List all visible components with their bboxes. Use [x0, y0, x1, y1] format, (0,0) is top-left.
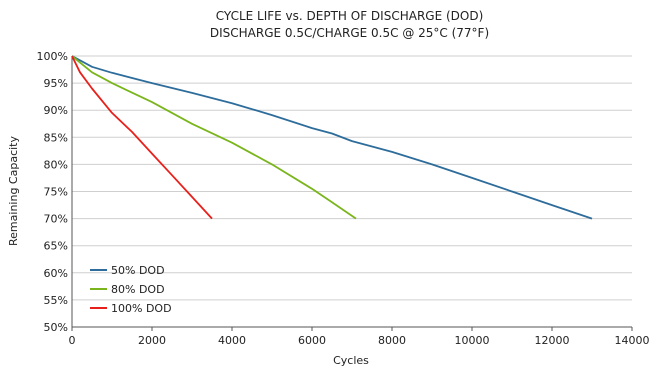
- y-tick-label: 90%: [44, 104, 68, 117]
- legend-label: 50% DOD: [111, 264, 165, 277]
- x-axis-label: Cycles: [333, 354, 369, 367]
- chart-subtitle: DISCHARGE 0.5C/CHARGE 0.5C @ 25°C (77°F): [209, 26, 490, 40]
- x-tick-label: 6000: [298, 334, 326, 347]
- chart-title: CYCLE LIFE vs. DEPTH OF DISCHARGE (DOD): [215, 9, 484, 23]
- x-tick-label: 12000: [535, 334, 570, 347]
- y-axis-label: Remaining Capacity: [7, 136, 20, 246]
- y-tick-label: 80%: [44, 158, 68, 171]
- y-tick-label: 100%: [37, 50, 68, 63]
- series-lines: [71, 55, 593, 220]
- legend: 50% DOD 80% DOD 100% DOD: [90, 264, 172, 315]
- axes: 50% 55% 60% 65% 70% 75% 80% 85% 90% 95% 100% 0 2000 4…: [37, 50, 650, 347]
- x-tick-label: 4000: [218, 334, 246, 347]
- y-tick-label: 65%: [44, 240, 68, 253]
- legend-label: 80% DOD: [111, 283, 165, 296]
- y-tick-label: 60%: [44, 267, 68, 280]
- y-tick-label: 95%: [44, 77, 68, 90]
- y-tick-label: 50%: [44, 321, 68, 334]
- x-tick-label: 10000: [455, 334, 490, 347]
- y-tick-label: 75%: [44, 186, 68, 199]
- x-tick-label: 2000: [138, 334, 166, 347]
- series-line-1: [71, 55, 593, 220]
- x-tick-label: 0: [69, 334, 76, 347]
- legend-label: 100% DOD: [111, 302, 172, 315]
- y-tick-label: 70%: [44, 213, 68, 226]
- gridlines: [72, 55, 632, 301]
- y-tick-label: 85%: [44, 131, 68, 144]
- series-line-2: [71, 55, 357, 220]
- x-tick-label: 8000: [378, 334, 406, 347]
- x-tick-label: 14000: [615, 334, 650, 347]
- y-tick-label: 55%: [44, 294, 68, 307]
- series-line-3: [71, 55, 213, 220]
